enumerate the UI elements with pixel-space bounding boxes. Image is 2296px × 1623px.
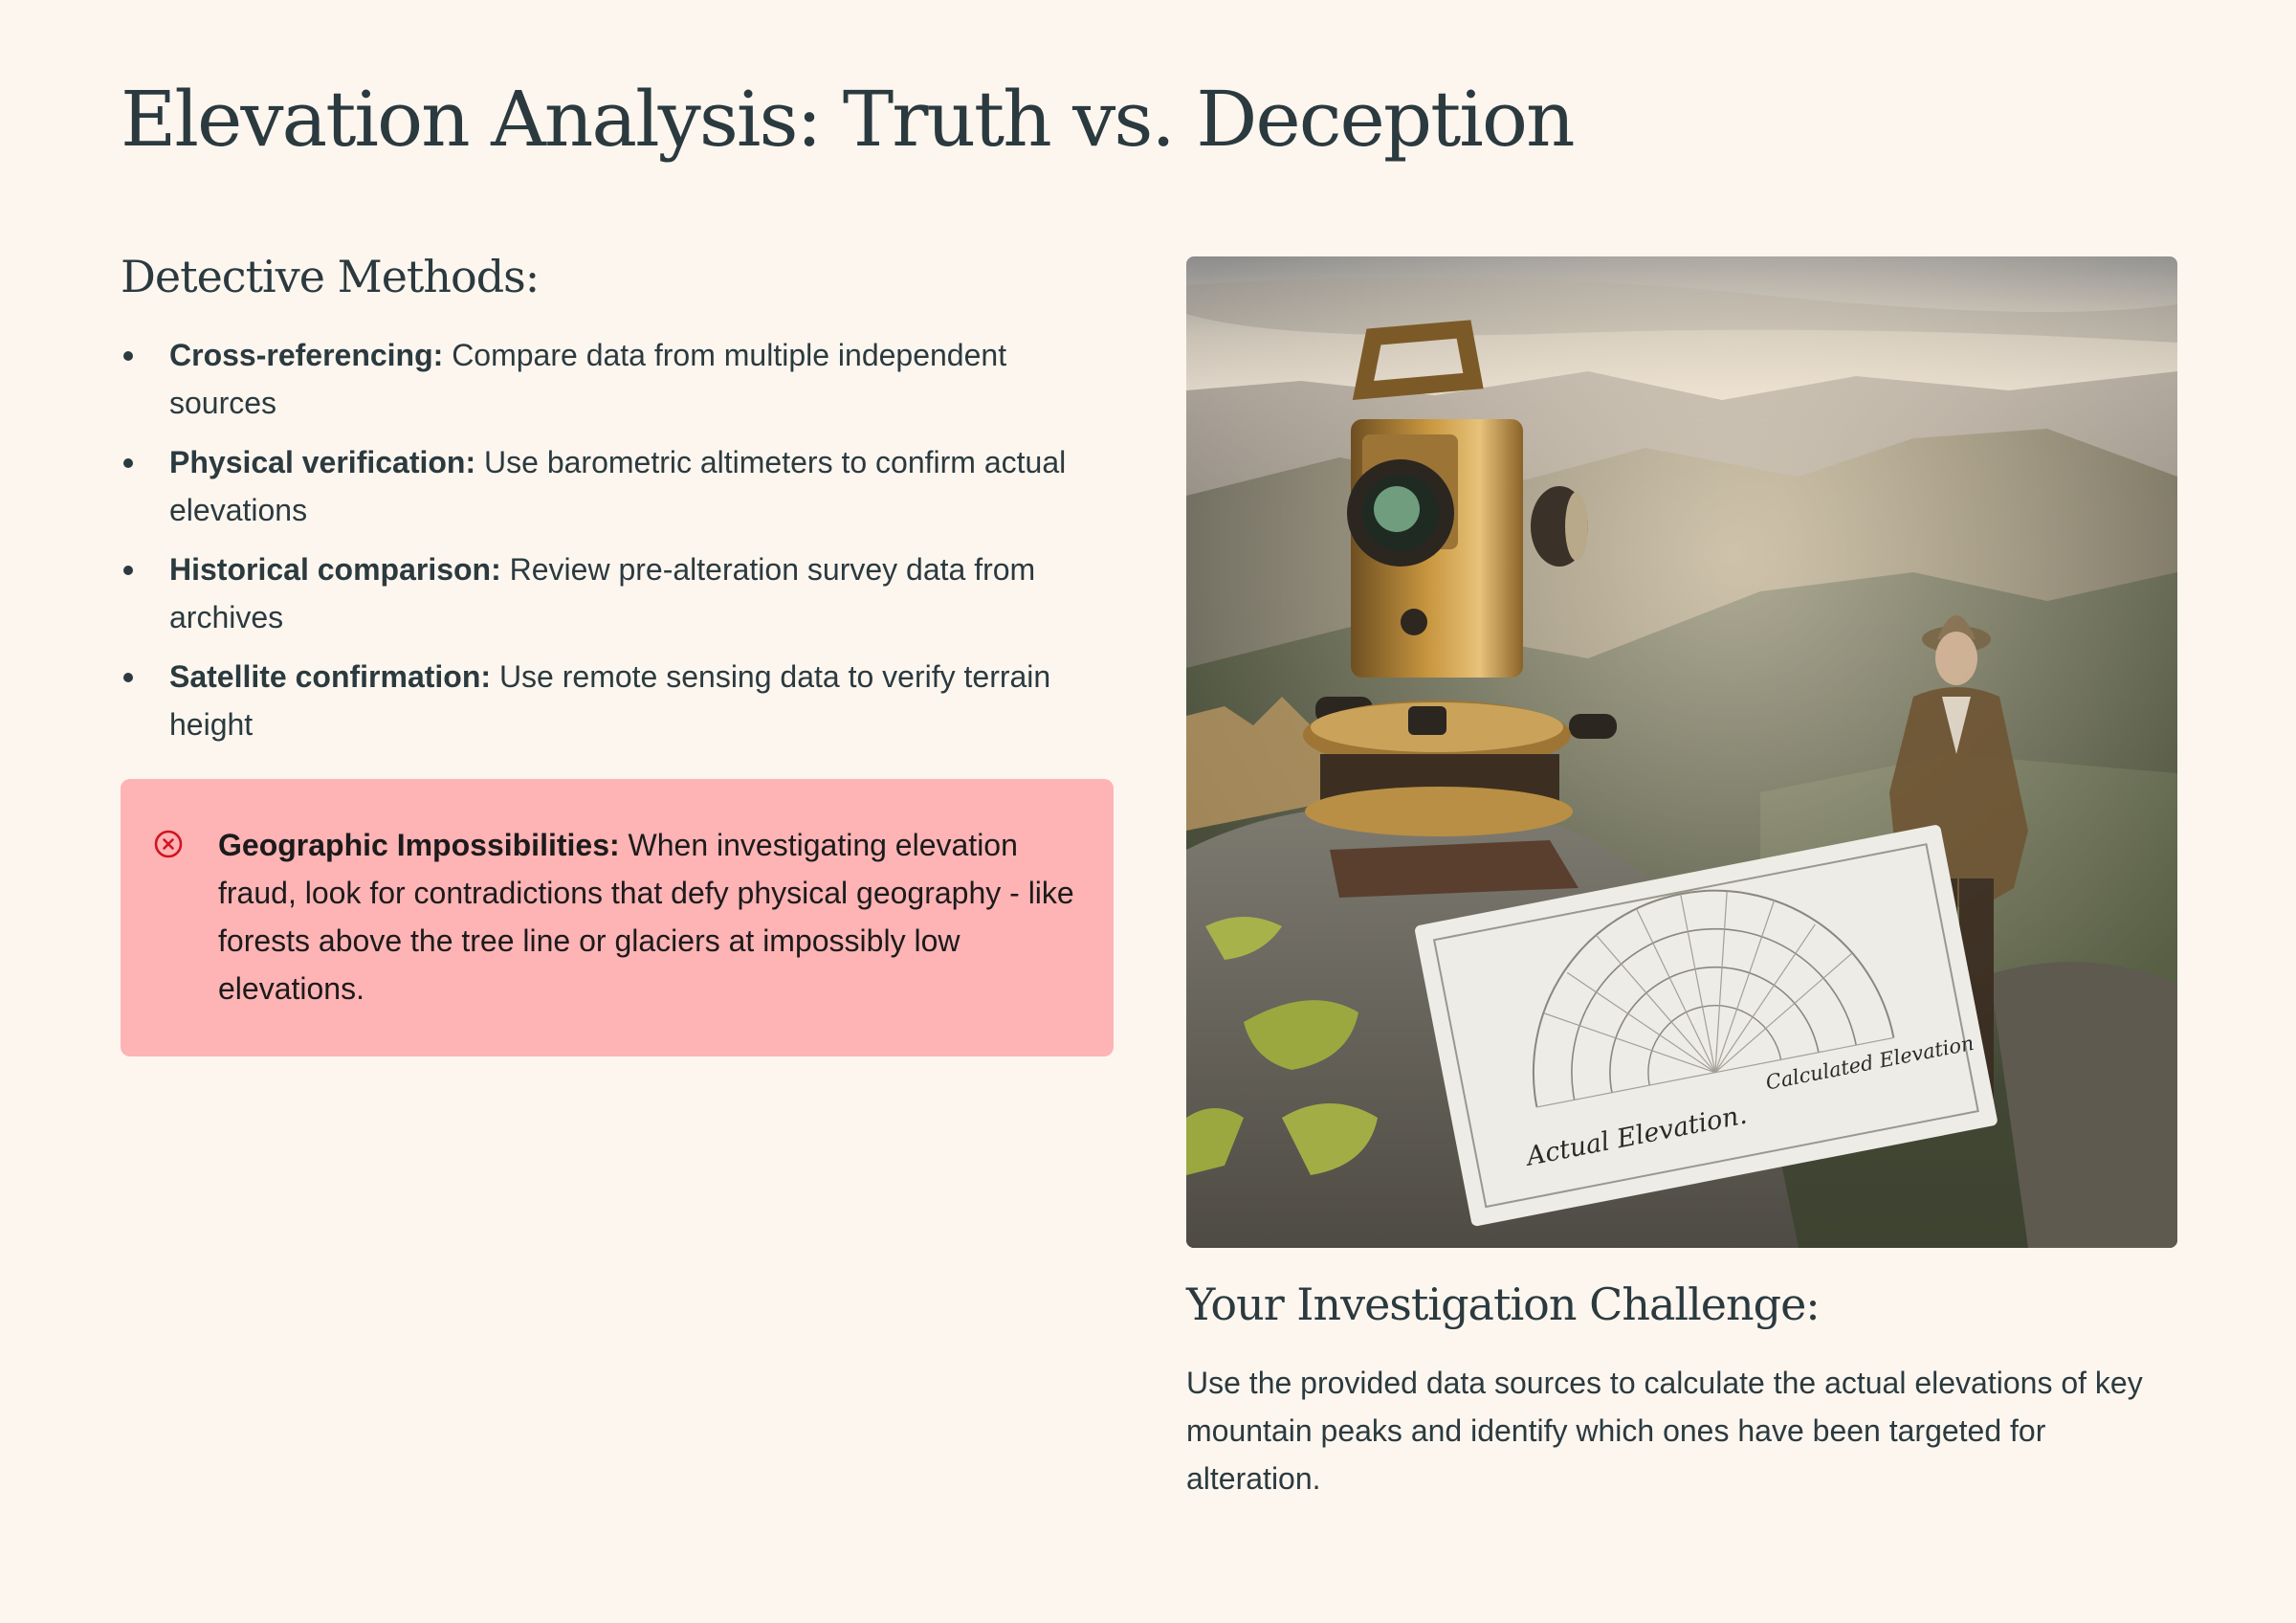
page-title: Elevation Analysis: Truth vs. Deception xyxy=(121,75,1576,164)
method-term: Cross-referencing: xyxy=(169,338,444,372)
bullet-dot xyxy=(123,351,133,361)
investigation-challenge-heading: Your Investigation Challenge: xyxy=(1186,1278,1821,1330)
bullet-dot xyxy=(123,458,133,468)
error-circle-x-icon xyxy=(154,830,183,858)
methods-list: Cross-referencing: Compare data from mul… xyxy=(121,331,1114,748)
method-text: Use barometric altimeters to confirm act… xyxy=(169,445,1067,527)
geographic-impossibilities-alert: Geographic Impossibilities: When investi… xyxy=(121,779,1114,1056)
method-term: Historical comparison: xyxy=(169,552,501,587)
alert-term: Geographic Impossibilities: xyxy=(218,828,620,862)
method-text: Use remote sensing data to verify terrai… xyxy=(169,659,1051,742)
method-text: Compare data from multiple independent s… xyxy=(169,338,1007,420)
theodolite-mountain-photo: Actual Elevation. Calculated Elevation xyxy=(1186,256,2177,1248)
investigation-challenge-text: Use the provided data sources to calcula… xyxy=(1186,1366,2143,1496)
method-item-historical-comparison: Historical comparison: Review pre-altera… xyxy=(121,545,1114,641)
alert-body: When investigating elevation fraud, look… xyxy=(218,828,1074,1006)
method-text: Review pre-alteration survey data from a… xyxy=(169,552,1036,634)
method-item-cross-referencing: Cross-referencing: Compare data from mul… xyxy=(121,331,1114,427)
method-item-physical-verification: Physical verification: Use barometric al… xyxy=(121,438,1114,534)
detective-methods-section: Detective Methods: Cross-referencing: Co… xyxy=(121,251,1114,1056)
method-term: Satellite confirmation: xyxy=(169,659,492,694)
bullet-dot xyxy=(123,566,133,575)
detective-methods-heading: Detective Methods: xyxy=(121,251,540,302)
bullet-dot xyxy=(123,673,133,682)
alert-text: Geographic Impossibilities: When investi… xyxy=(218,821,1079,1012)
method-term: Physical verification: xyxy=(169,445,476,479)
method-item-satellite-confirmation: Satellite confirmation: Use remote sensi… xyxy=(121,653,1114,748)
investigation-challenge-section: Your Investigation Challenge: Use the pr… xyxy=(1186,1278,2177,1502)
